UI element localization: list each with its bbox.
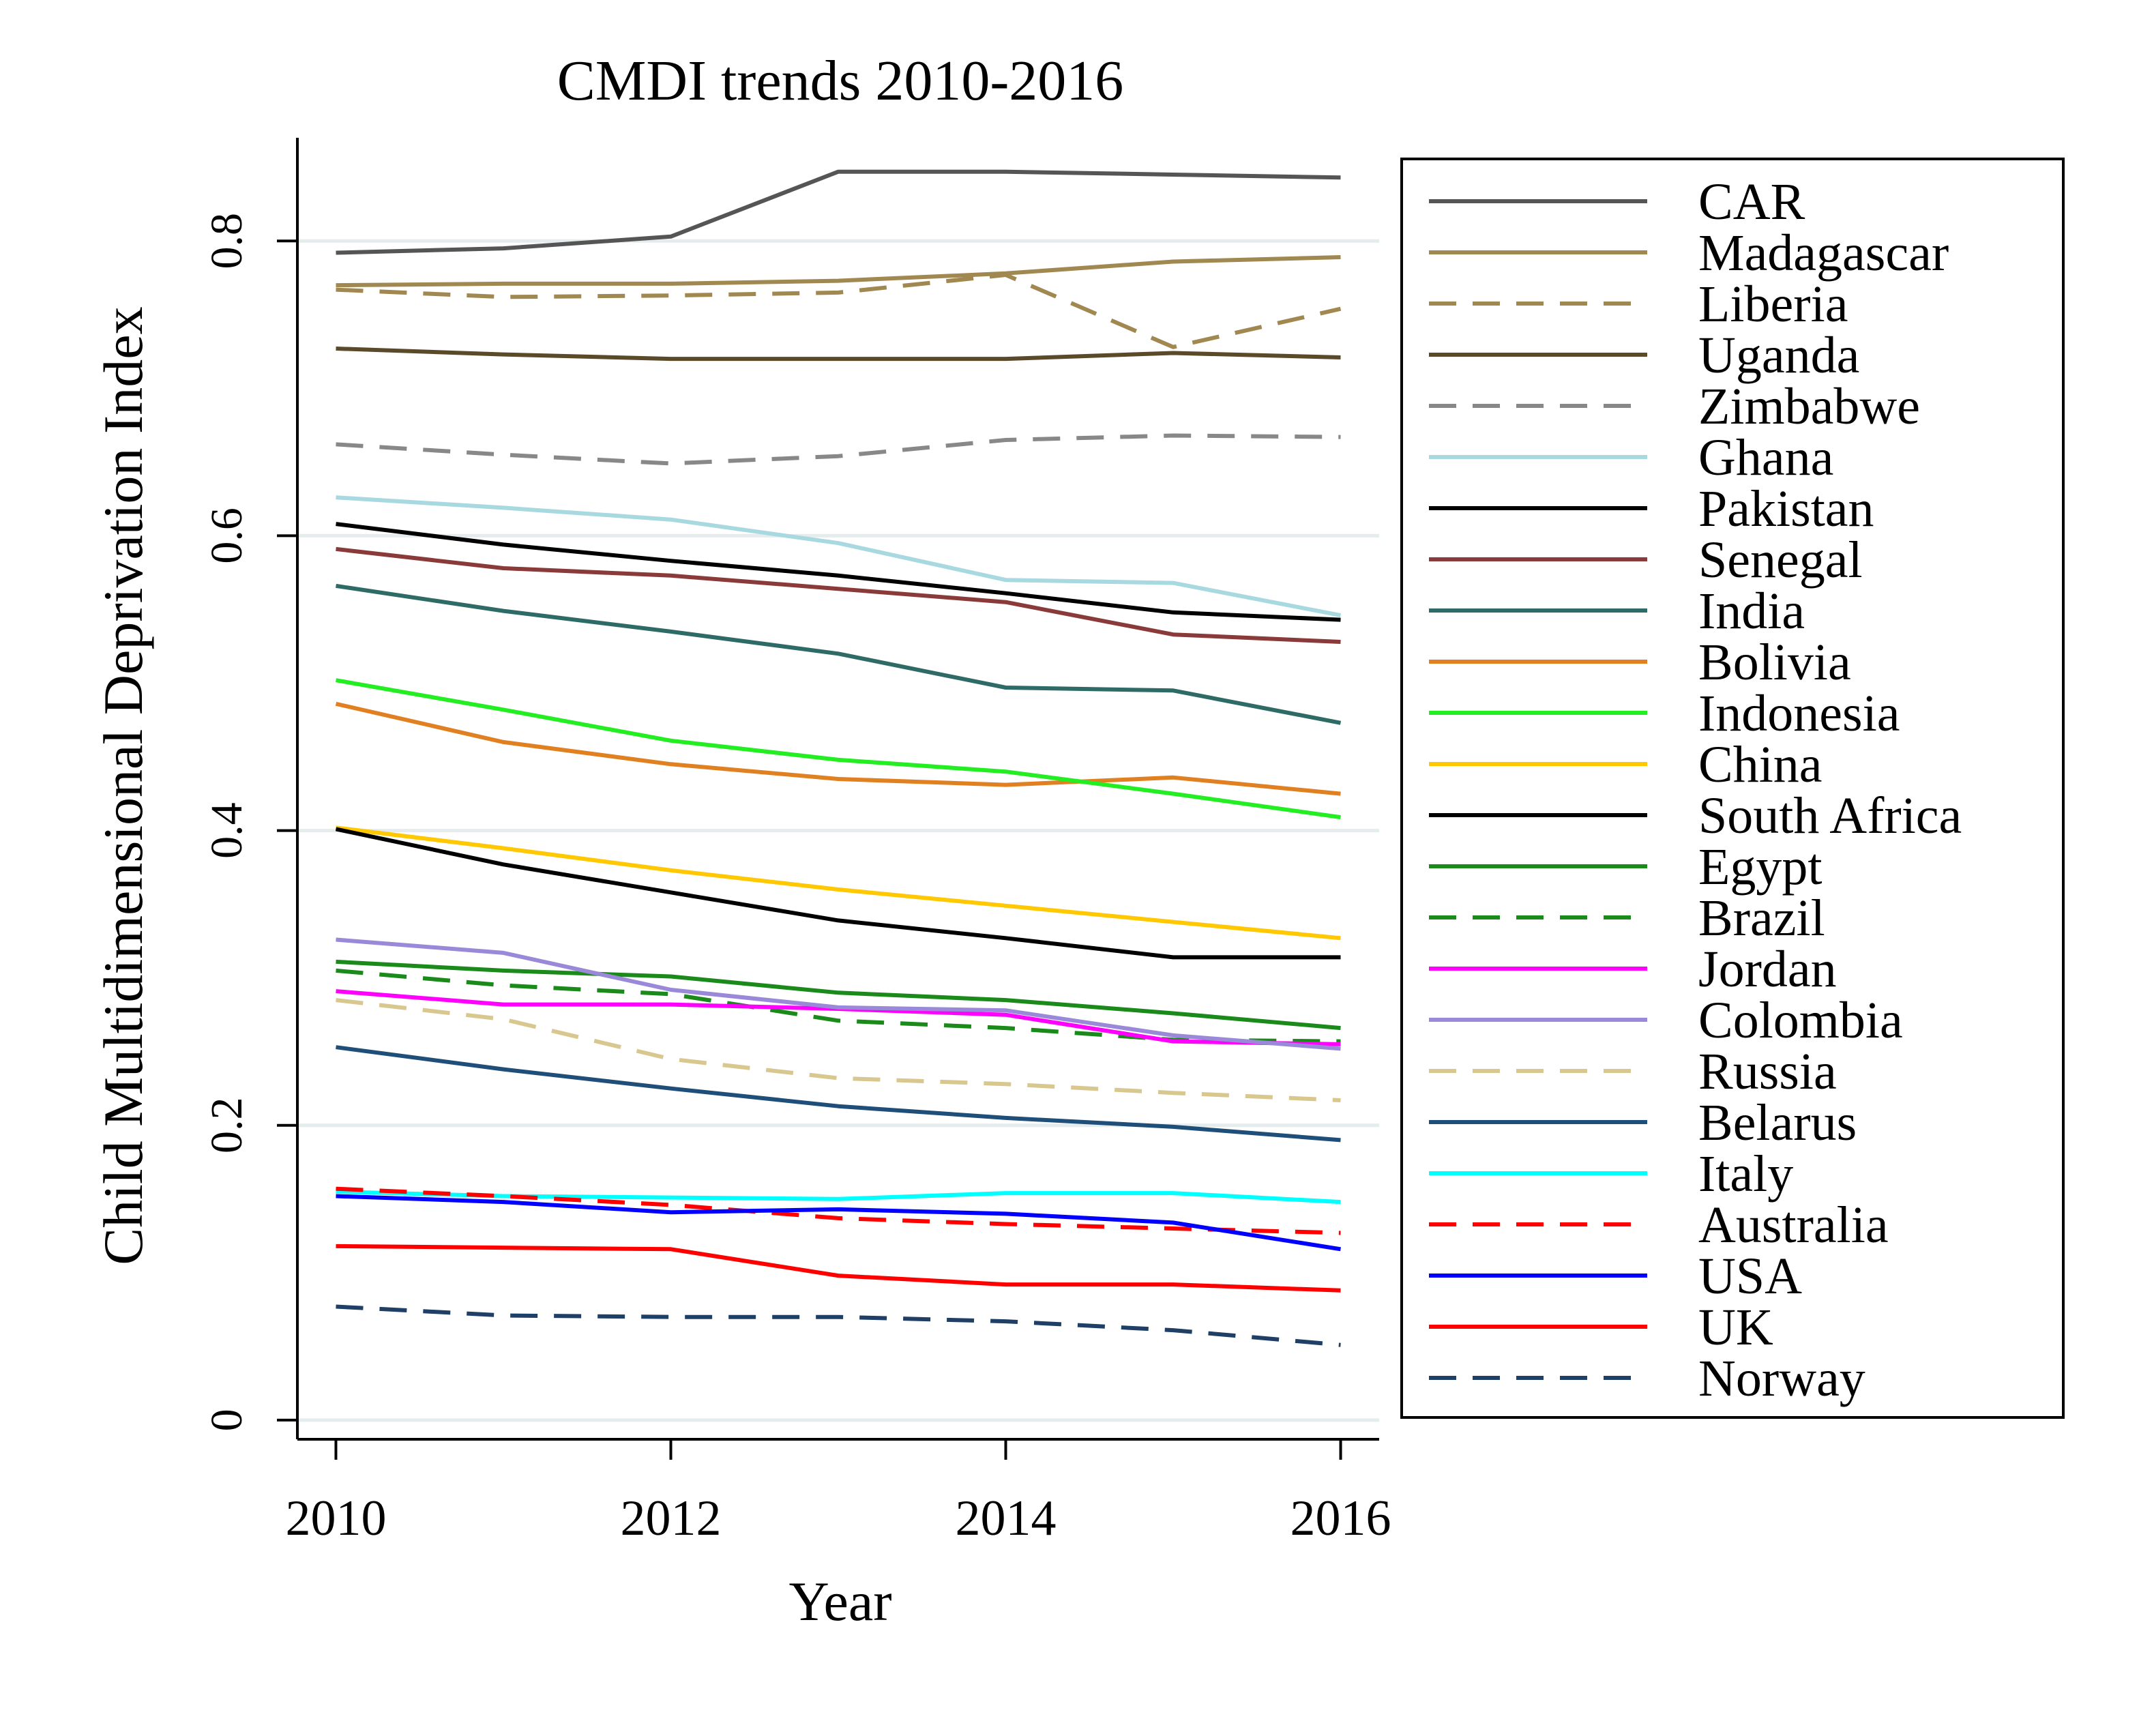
x-tick-label-3: 2016 (1290, 1490, 1391, 1546)
legend-label-bolivia: Bolivia (1698, 634, 1851, 691)
x-tick-label-1: 2012 (620, 1490, 721, 1546)
legend-box (1400, 158, 2065, 1419)
series-line-australia (336, 1186, 1341, 1235)
y-tick-label-3: 0.6 (202, 507, 252, 564)
legend-label-egypt: Egypt (1698, 838, 1823, 896)
legend-label-uk: UK (1698, 1299, 1773, 1356)
legend-label-norway: Norway (1698, 1350, 1865, 1407)
series-line-senegal (336, 546, 1341, 644)
series-line-italy (336, 1190, 1341, 1205)
legend-label-usa: USA (1698, 1248, 1802, 1305)
series-line-usa (336, 1194, 1341, 1252)
series-line-colombia (336, 937, 1341, 1051)
series-line-norway (336, 1304, 1341, 1347)
x-tick-label-0: 2010 (285, 1490, 386, 1546)
legend-label-indonesia: Indonesia (1698, 685, 1900, 742)
y-tick-label-4: 0.8 (202, 213, 252, 269)
series-line-ghana (336, 495, 1342, 618)
legend-label-brazil: Brazil (1698, 889, 1825, 947)
series-line-uk (336, 1244, 1341, 1293)
y-axis-label: Child Multidimensional Deprivation Index (92, 306, 154, 1265)
series-line-car (336, 169, 1341, 255)
legend-label-pakistan: Pakistan (1698, 480, 1874, 538)
x-tick-label-2: 2014 (956, 1490, 1057, 1546)
legend-label-australia: Australia (1698, 1196, 1889, 1254)
series-line-bolivia (335, 701, 1341, 796)
series-line-china (336, 825, 1341, 941)
series-line-madagascar (336, 255, 1341, 288)
series-line-liberia (336, 273, 1342, 349)
series-line-south-africa (335, 827, 1341, 960)
y-tick-label-1: 0.2 (202, 1097, 252, 1153)
series-line-uganda (336, 347, 1341, 362)
series-line-egypt (336, 959, 1341, 1031)
series-line-belarus (336, 1045, 1341, 1143)
legend-label-car: CAR (1698, 173, 1805, 231)
legend-label-liberia: Liberia (1698, 276, 1848, 333)
legend-label-belarus: Belarus (1698, 1094, 1857, 1151)
legend-label-india: India (1698, 583, 1805, 640)
legend-label-russia: Russia (1698, 1043, 1837, 1100)
axes: 0 0.2 0.4 0.6 0.8 2010 2012 2014 2016 (202, 138, 1391, 1546)
y-tick-label-0: 0 (202, 1409, 252, 1431)
legend-label-zimbabwe: Zimbabwe (1698, 378, 1920, 435)
legend-label-jordan: Jordan (1698, 941, 1837, 998)
legend-label-china: China (1698, 736, 1823, 793)
series-line-pakistan (336, 522, 1341, 622)
chart-title: CMDI trends 2010-2016 (557, 49, 1124, 113)
legend: CARMadagascarLiberiaUgandaZimbabweGhanaP… (1400, 158, 2065, 1419)
gridlines (297, 239, 1379, 1422)
y-tick-label-2: 0.4 (202, 802, 252, 859)
legend-label-ghana: Ghana (1698, 429, 1833, 486)
legend-label-uganda: Uganda (1698, 327, 1859, 384)
series-line-zimbabwe (336, 433, 1341, 466)
series-line-russia (336, 998, 1341, 1102)
series-line-india (336, 583, 1342, 725)
legend-label-senegal: Senegal (1698, 531, 1863, 589)
series-lines (335, 169, 1342, 1347)
legend-label-colombia: Colombia (1698, 992, 1903, 1049)
x-axis-label: Year (788, 1570, 891, 1632)
legend-label-italy: Italy (1698, 1145, 1793, 1203)
series-line-indonesia (335, 678, 1341, 820)
legend-label-madagascar: Madagascar (1698, 224, 1949, 282)
legend-label-south-africa: South Africa (1698, 787, 1962, 844)
